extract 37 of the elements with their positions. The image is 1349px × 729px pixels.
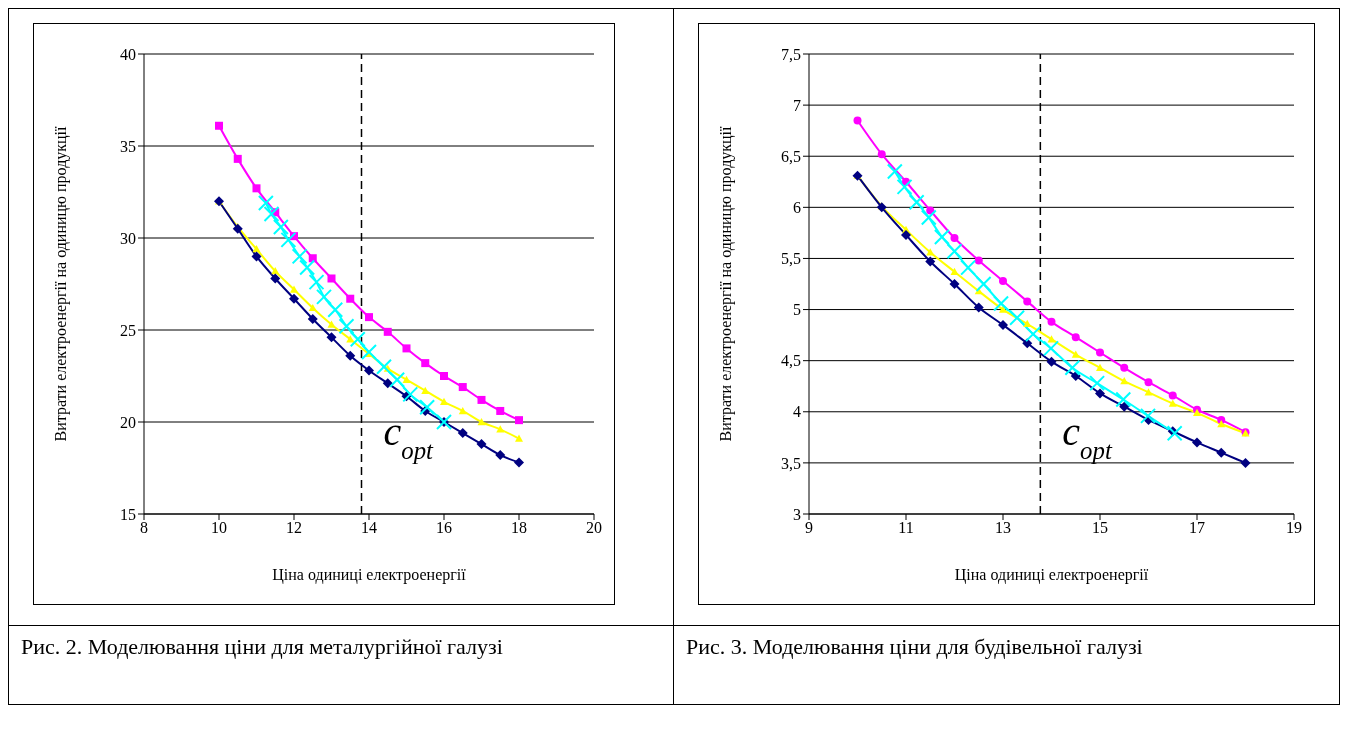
x-tick-label: 19 xyxy=(1286,519,1302,537)
x-tick-label: 12 xyxy=(286,519,302,537)
y-tick-label: 4,5 xyxy=(781,352,801,370)
y-tick-label: 6 xyxy=(793,199,801,217)
y-tick-label: 7 xyxy=(793,96,801,114)
text: Рис. 2. Моделювання ціни для металургійної галузі xyxy=(21,633,504,661)
x-tick-label: 20 xyxy=(586,519,602,537)
x-tick-label: 11 xyxy=(898,519,914,537)
x-axis-title: Ціна одиниці електроенергії xyxy=(954,566,1149,584)
x-tick-label: 14 xyxy=(361,519,377,537)
y-tick-label: 30 xyxy=(120,229,136,247)
x-axis-title: Ціна одиниці електроенергії xyxy=(272,566,467,584)
y-tick-label: 7,5 xyxy=(781,45,801,63)
x-tick-label: 16 xyxy=(436,519,452,537)
ref-line-label: c$_{opt}$ xyxy=(1062,409,1113,464)
y-tick-label: 4 xyxy=(793,403,801,421)
x-tick-label: 8 xyxy=(140,519,148,537)
y-axis-title: Витрати електроенергії на одиницю продукції xyxy=(51,125,70,442)
y-tick-label: 25 xyxy=(120,321,136,339)
x-tick-label: 18 xyxy=(511,519,527,537)
y-tick-label: 5,5 xyxy=(781,250,801,268)
ref-line-label: c$_{opt}$ xyxy=(383,409,435,464)
y-tick-label: 3,5 xyxy=(781,454,801,472)
x-tick-label: 17 xyxy=(1189,519,1205,537)
y-tick-label: 35 xyxy=(120,137,136,155)
x-tick-label: 9 xyxy=(805,519,813,537)
x-tick-label: 15 xyxy=(1092,519,1108,537)
y-axis-title: Витрати електроенергії на одиницю продукції xyxy=(716,125,735,442)
text: Рис. 3. Моделювання ціни для будівельної галузі xyxy=(686,633,1144,661)
y-tick-label: 5 xyxy=(793,301,801,319)
y-tick-label: 15 xyxy=(120,505,136,523)
x-tick-label: 13 xyxy=(995,519,1011,537)
y-tick-label: 3 xyxy=(793,505,801,523)
y-tick-label: 20 xyxy=(120,413,136,431)
y-tick-label: 40 xyxy=(120,45,136,63)
y-tick-label: 6,5 xyxy=(781,147,801,165)
x-tick-label: 10 xyxy=(211,519,227,537)
